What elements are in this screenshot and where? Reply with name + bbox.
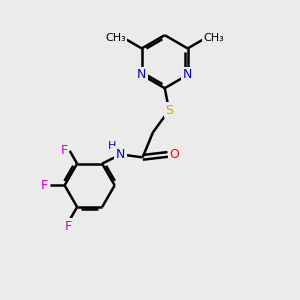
Text: N: N bbox=[116, 148, 125, 161]
Text: O: O bbox=[169, 148, 179, 161]
Text: S: S bbox=[165, 104, 173, 117]
Text: H: H bbox=[108, 141, 116, 151]
Text: N: N bbox=[137, 68, 146, 81]
Text: N: N bbox=[183, 68, 192, 81]
Text: F: F bbox=[65, 220, 72, 233]
Text: F: F bbox=[40, 179, 48, 192]
Text: CH₃: CH₃ bbox=[105, 33, 126, 43]
Text: F: F bbox=[60, 144, 68, 158]
Text: CH₃: CH₃ bbox=[204, 33, 224, 43]
